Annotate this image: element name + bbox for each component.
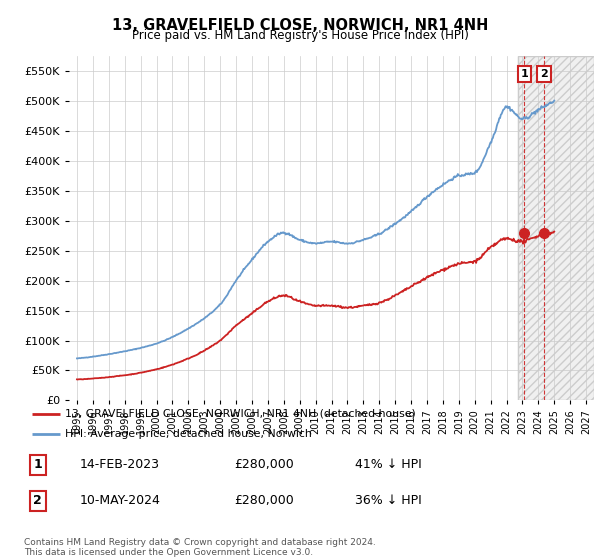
Text: 14-FEB-2023: 14-FEB-2023 bbox=[79, 458, 159, 471]
Text: 13, GRAVELFIELD CLOSE, NORWICH, NR1 4NH: 13, GRAVELFIELD CLOSE, NORWICH, NR1 4NH bbox=[112, 18, 488, 33]
Text: £280,000: £280,000 bbox=[234, 494, 293, 507]
Text: 1: 1 bbox=[34, 458, 42, 471]
Text: 1: 1 bbox=[520, 69, 528, 79]
Text: 13, GRAVELFIELD CLOSE, NORWICH, NR1 4NH (detached house): 13, GRAVELFIELD CLOSE, NORWICH, NR1 4NH … bbox=[65, 409, 416, 419]
Text: £280,000: £280,000 bbox=[234, 458, 293, 471]
Bar bbox=[518, 56, 594, 400]
Text: 2: 2 bbox=[540, 69, 548, 79]
Text: 36% ↓ HPI: 36% ↓ HPI bbox=[355, 494, 422, 507]
Text: Price paid vs. HM Land Registry's House Price Index (HPI): Price paid vs. HM Land Registry's House … bbox=[131, 29, 469, 42]
Text: HPI: Average price, detached house, Norwich: HPI: Average price, detached house, Norw… bbox=[65, 429, 312, 439]
Text: 41% ↓ HPI: 41% ↓ HPI bbox=[355, 458, 422, 471]
Bar bbox=[518, 56, 594, 400]
Text: 10-MAY-2024: 10-MAY-2024 bbox=[79, 494, 160, 507]
Text: 2: 2 bbox=[34, 494, 42, 507]
Text: Contains HM Land Registry data © Crown copyright and database right 2024.
This d: Contains HM Land Registry data © Crown c… bbox=[24, 538, 376, 557]
